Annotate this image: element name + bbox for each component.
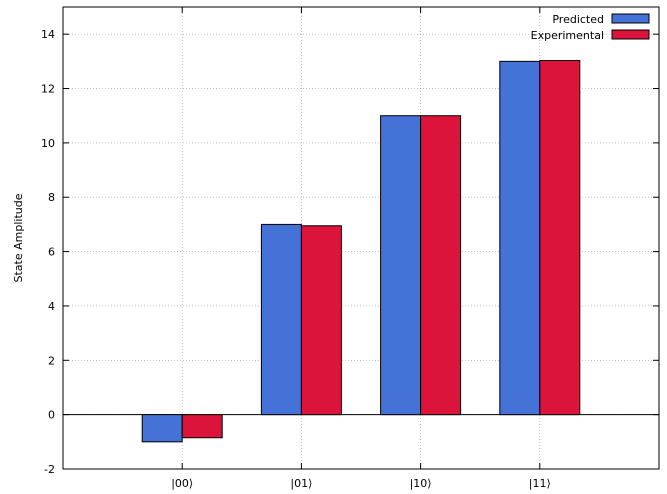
legend: Predicted Experimental <box>531 13 650 42</box>
bar-experimental-0 <box>181 414 223 439</box>
x-tick-label: |00⟩ <box>171 477 193 490</box>
legend-label-experimental: Experimental <box>531 29 604 42</box>
y-tick-label: 14 <box>41 28 55 41</box>
bar-experimental-2 <box>420 115 462 416</box>
legend-label-predicted: Predicted <box>552 13 604 26</box>
bars <box>141 60 581 443</box>
y-tick-label: 12 <box>41 83 55 96</box>
legend-swatch-experimental <box>611 29 650 40</box>
y-axis-label: State Amplitude <box>12 193 25 282</box>
y-tick-label: 6 <box>48 246 55 259</box>
x-tick-label: |11⟩ <box>529 477 551 490</box>
bar-predicted-1 <box>260 223 302 416</box>
x-tick-label: |10⟩ <box>410 477 432 490</box>
legend-swatch-predicted <box>611 13 650 24</box>
y-tick-label: 4 <box>48 300 55 313</box>
y-tick-label: 8 <box>48 191 55 204</box>
axis-ticks: -2 0 2 4 6 8 10 12 14 |00⟩ |01⟩ |10⟩ |11⟩ <box>41 7 659 490</box>
bar-experimental-1 <box>300 225 342 416</box>
x-tick-label: |01⟩ <box>290 477 312 490</box>
plot-frame <box>62 6 660 470</box>
bar-predicted-2 <box>380 115 422 416</box>
bar-predicted-3 <box>499 60 541 416</box>
y-tick-label: 0 <box>48 409 55 422</box>
y-tick-label: 10 <box>41 137 55 150</box>
y-tick-label: -2 <box>44 463 55 476</box>
y-tick-label: 2 <box>48 354 55 367</box>
bar-experimental-3 <box>539 60 581 416</box>
bar-predicted-0 <box>141 414 183 443</box>
